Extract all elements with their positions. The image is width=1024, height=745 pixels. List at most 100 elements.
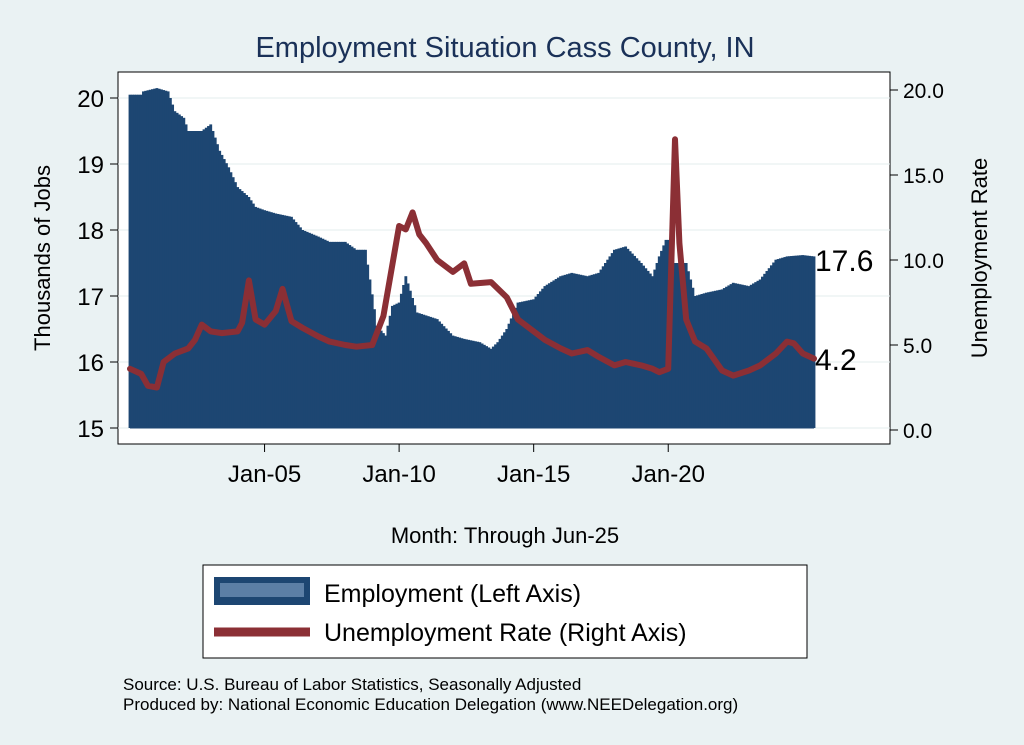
employment-bar <box>478 342 482 428</box>
employment-bar <box>348 245 352 428</box>
left-axis: 15 16 17 18 19 20 <box>77 86 118 443</box>
employment-bar <box>505 329 509 428</box>
employment-end-label: 17.6 <box>815 245 873 278</box>
employment-bar <box>390 305 394 428</box>
employment-bar <box>133 94 136 428</box>
employment-bar <box>709 291 713 428</box>
employment-bar <box>209 124 213 429</box>
employment-bar <box>689 279 693 428</box>
employment-bar <box>498 338 502 428</box>
chart-title: Employment Situation Cass County, IN <box>255 32 754 64</box>
employment-bar <box>604 263 607 428</box>
employment-bar <box>480 343 484 428</box>
source-line-2: Produced by: National Economic Education… <box>123 695 738 714</box>
employment-bar <box>747 286 751 428</box>
employment-bar <box>778 258 782 428</box>
employment-bar <box>610 253 614 428</box>
employment-bar <box>417 313 421 428</box>
employment-bar <box>805 255 809 428</box>
employment-bar <box>442 326 446 428</box>
employment-bar <box>808 255 811 428</box>
employment-bar <box>202 129 206 428</box>
employment-bar <box>435 319 439 428</box>
employment-bar <box>664 239 668 428</box>
employment-bar <box>494 344 497 428</box>
employment-bar <box>175 112 179 428</box>
employment-bar <box>225 163 228 429</box>
employment-bar <box>334 241 338 428</box>
employment-bar <box>812 256 816 428</box>
employment-bar <box>810 256 814 428</box>
employment-bar <box>233 182 237 428</box>
x-axis-tick-label: Jan-15 <box>497 461 570 488</box>
employment-bar <box>509 318 513 428</box>
employment-bar <box>796 255 800 428</box>
employment-bar <box>774 259 778 428</box>
employment-bar <box>662 245 666 428</box>
employment-bar <box>545 284 549 428</box>
employment-bar <box>247 197 251 428</box>
employment-bar <box>200 131 204 428</box>
employment-bar <box>431 317 435 428</box>
employment-bar <box>799 255 802 428</box>
employment-bar <box>393 304 397 428</box>
employment-bar <box>648 273 652 428</box>
employment-bar <box>189 131 192 428</box>
employment-bar <box>624 246 628 428</box>
employment-bar <box>496 342 500 428</box>
left-axis-tick-label: 17 <box>77 284 104 311</box>
employment-bar <box>698 294 702 428</box>
unemployment-line <box>127 136 817 391</box>
employment-bar <box>599 269 603 428</box>
employment-bar <box>482 344 486 428</box>
employment-bar <box>426 316 430 428</box>
employment-bar <box>355 249 358 428</box>
employment-bar <box>554 279 558 428</box>
employment-bar <box>678 263 681 428</box>
employment-bar <box>195 131 199 428</box>
employment-bar <box>137 94 141 428</box>
employment-bar <box>464 339 468 428</box>
employment-bar <box>752 283 755 428</box>
x-axis-tick-label: Jan-10 <box>362 461 435 488</box>
employment-bar <box>220 154 224 429</box>
employment-bar <box>633 255 637 428</box>
employment-bar <box>700 294 704 428</box>
left-axis-tick-label: 18 <box>77 218 104 245</box>
employment-bar <box>682 263 686 428</box>
employment-bar <box>402 285 406 428</box>
unemployment-end-label: 4.2 <box>815 344 857 377</box>
employment-bar <box>534 296 538 428</box>
employment-bar <box>408 290 412 428</box>
employment-bar <box>222 159 226 429</box>
employment-bar <box>316 236 320 428</box>
employment-bar <box>684 263 688 428</box>
employment-bar <box>384 335 388 428</box>
employment-bar <box>229 172 233 428</box>
employment-bar <box>281 214 284 428</box>
employment-bar <box>655 263 659 428</box>
source-line-1: Source: U.S. Bureau of Labor Statistics,… <box>123 675 581 694</box>
employment-bar <box>512 313 515 428</box>
employment-bar <box>547 283 551 428</box>
employment-bar <box>162 90 166 428</box>
employment-bar <box>193 131 197 428</box>
employment-bar <box>182 117 186 429</box>
employment-bar <box>144 90 148 428</box>
employment-bar <box>213 137 217 428</box>
left-axis-tick-label: 15 <box>77 416 104 443</box>
employment-bar <box>695 295 699 428</box>
employment-bar <box>671 239 675 428</box>
employment-bar <box>429 316 432 428</box>
employment-bar <box>769 265 773 428</box>
employment-bar <box>630 253 634 428</box>
employment-bar <box>489 348 493 428</box>
employment-bar <box>606 259 610 428</box>
employment-bar <box>756 280 760 428</box>
employment-bar <box>507 323 511 428</box>
employment-bar <box>130 94 134 428</box>
employment-bar <box>527 300 531 428</box>
employment-bar <box>801 255 805 428</box>
employment-bar <box>639 263 643 428</box>
employment-bar <box>680 263 684 428</box>
